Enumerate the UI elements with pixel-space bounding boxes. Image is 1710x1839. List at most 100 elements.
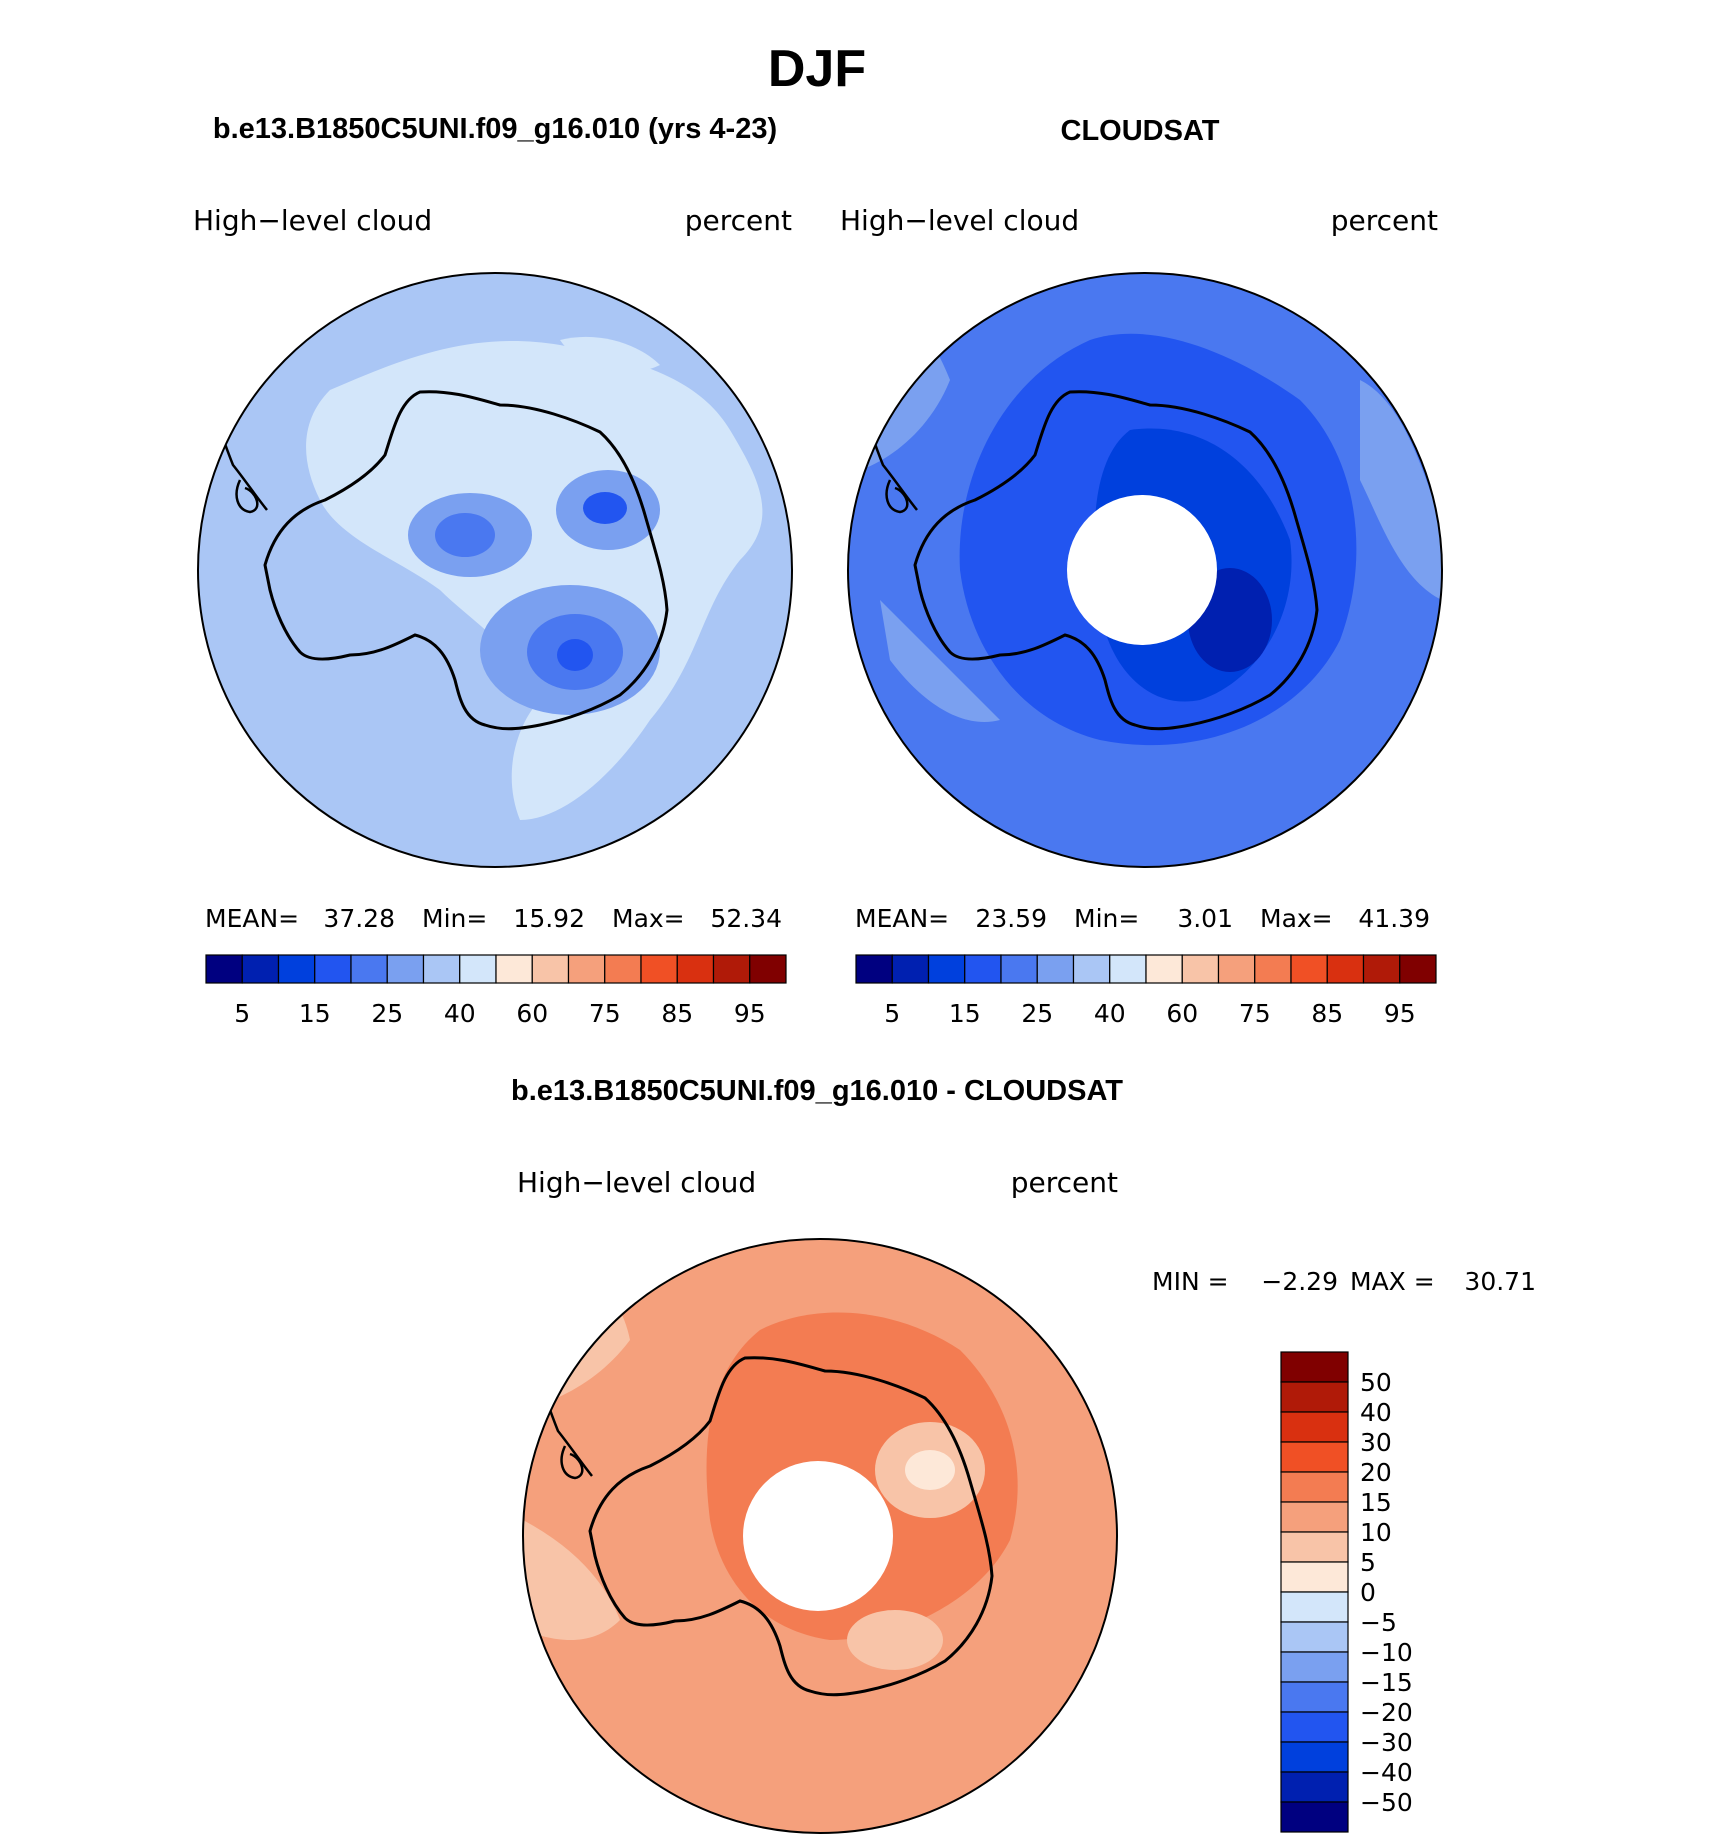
panel-1-colorbar-tick-label: 85	[661, 999, 693, 1028]
panel-1-colorbar-tick-label: 60	[516, 999, 548, 1028]
panel-1-colorbar-swatch	[640, 954, 678, 984]
panel-3-colorbar-swatch	[1280, 1681, 1349, 1713]
panel-3-colorbar-tick-label: 0	[1360, 1578, 1376, 1607]
panel-2-mean-label: MEAN=	[855, 904, 949, 933]
panel-1-colorbar-swatch	[749, 954, 787, 984]
panel-1-colorbar-tick-label: 5	[234, 999, 250, 1028]
panel-1-colorbar-swatch	[350, 954, 388, 984]
panel-1-region-light	[306, 341, 763, 820]
panel-2-mean-value: 23.59	[975, 904, 1047, 933]
panel-3-colorbar-swatch	[1280, 1471, 1349, 1503]
panel-2-min-label: Min=	[1074, 904, 1139, 933]
panel-3-map	[522, 1238, 1118, 1834]
panel-2-colorbar-tick-label: 60	[1166, 999, 1198, 1028]
panel-3-colorbar-tick-label: −5	[1360, 1608, 1397, 1637]
panel-3-colorbar-swatch	[1280, 1801, 1349, 1833]
panel-3-colorbar-swatch	[1280, 1741, 1349, 1773]
panel-3-colorbar-swatch	[1280, 1711, 1349, 1743]
panel-2-colorbar-swatch	[1145, 954, 1183, 984]
panel-1-colorbar-swatch	[205, 954, 243, 984]
panel-3-colorbar-tick-label: 50	[1360, 1368, 1392, 1397]
panel-1-colorbar-tick-label: 95	[734, 999, 766, 1028]
panel-3-colorbar-swatch	[1280, 1501, 1349, 1533]
panel-3-colorbar-swatch	[1280, 1411, 1349, 1443]
panel-2-missing-data	[1067, 495, 1217, 645]
panel-3-colorbar-tick-label: 5	[1360, 1548, 1376, 1577]
panel-1-region-strong-4	[557, 639, 593, 671]
panel-2-colorbar-swatch	[927, 954, 966, 984]
panel-3-stats: MIN = −2.29 MAX = 30.71	[1152, 1267, 1536, 1296]
panel-1-map-border	[197, 272, 793, 868]
panel-1-map	[197, 272, 793, 868]
panel-1-region-strong-1	[435, 513, 495, 557]
panel-1-colorbar-swatch	[241, 954, 280, 984]
panel-2-units: percent	[1331, 204, 1438, 237]
panel-3-max-value: 30.71	[1464, 1267, 1536, 1296]
panel-1-colorbar-swatch	[712, 954, 751, 984]
panel-2-colorbar-tick-label: 15	[949, 999, 981, 1028]
panel-3-region-light-5	[847, 1610, 943, 1670]
panel-3-colorbar-swatch	[1280, 1531, 1349, 1563]
panel-1-units: percent	[685, 204, 792, 237]
panel-3-region-light-2	[523, 1520, 620, 1640]
panel-2-colorbar-tick-label: 85	[1311, 999, 1343, 1028]
panel-3-colorbar-tick-label: 20	[1360, 1458, 1392, 1487]
panel-2-colorbar-swatch	[1109, 954, 1147, 984]
panel-1-colorbar-swatch	[495, 954, 533, 984]
panel-3-max-label: MAX =	[1350, 1267, 1435, 1296]
panel-3-colorbar-tick-label: −15	[1360, 1668, 1413, 1697]
panel-3-colorbar-tick-label: −40	[1360, 1758, 1413, 1787]
panel-2-title: CLOUDSAT	[1061, 115, 1220, 147]
panel-3-colorbar-swatch	[1280, 1651, 1349, 1683]
panel-1-min-label: Min=	[422, 904, 487, 933]
panel-3-colorbar-swatch	[1280, 1381, 1349, 1413]
panel-2-colorbar-tick-label: 40	[1094, 999, 1126, 1028]
panel-2-max-value: 41.39	[1358, 904, 1430, 933]
panel-1-colorbar: 5 15 25 40 60 75 85 95	[205, 954, 787, 1028]
panel-3-colorbar-tick-label: 15	[1360, 1488, 1392, 1517]
panel-2-colorbar-swatch	[1399, 954, 1437, 984]
panel-2-region-light-3	[880, 600, 1000, 722]
panel-3-min-label: MIN =	[1152, 1267, 1229, 1296]
panel-3-colorbar-swatch	[1280, 1441, 1349, 1473]
panel-3-missing-data	[743, 1461, 893, 1611]
panel-3-colorbar-swatch	[1280, 1621, 1349, 1653]
panel-1-colorbar-swatch	[459, 954, 497, 984]
panel-2-region-light-2	[1360, 380, 1442, 600]
panel-2-colorbar-tick-label: 25	[1021, 999, 1053, 1028]
panel-1-colorbar-swatch	[386, 954, 425, 984]
panel-3-colorbar-swatch	[1280, 1591, 1349, 1623]
panel-2-colorbar-swatch	[1326, 954, 1365, 984]
panel-1-mean-label: MEAN=	[205, 904, 299, 933]
panel-1-colorbar-swatch	[567, 954, 606, 984]
panel-2-colorbar: 5 15 25 40 60 75 85 95	[855, 954, 1437, 1028]
panel-1-colorbar-tick-label: 15	[299, 999, 331, 1028]
panel-2-stats: MEAN= 23.59 Min= 3.01 Max= 41.39	[855, 904, 1430, 933]
panel-2-colorbar-swatch	[1254, 954, 1292, 984]
panel-2-colorbar-swatch	[964, 954, 1002, 984]
panel-2-colorbar-swatch	[1072, 954, 1111, 984]
panel-3-colorbar-tick-label: −20	[1360, 1698, 1413, 1727]
panel-3-region-lightest	[905, 1450, 955, 1490]
panel-2-variable: High−level cloud	[840, 204, 1079, 237]
panel-2-min-value: 3.01	[1177, 904, 1233, 933]
panel-1-colorbar-swatch	[314, 954, 352, 984]
panel-1-colorbar-tick-label: 25	[371, 999, 403, 1028]
panel-2-colorbar-swatch	[1181, 954, 1220, 984]
panel-2-colorbar-swatch	[1217, 954, 1256, 984]
panel-3-min-value: −2.29	[1261, 1267, 1338, 1296]
panel-3-colorbar-swatch	[1280, 1771, 1349, 1803]
panel-3-colorbar-swatch	[1280, 1351, 1349, 1383]
panel-2-colorbar-tick-label: 95	[1384, 999, 1416, 1028]
panel-1-region-light-2	[560, 336, 660, 372]
panel-2-colorbar-swatch	[1362, 954, 1401, 984]
panel-2-max-label: Max=	[1260, 904, 1333, 933]
panel-1-max-value: 52.34	[710, 904, 782, 933]
panel-3-title: b.e13.B1850C5UNI.f09_g16.010 - CLOUDSAT	[511, 1075, 1123, 1107]
panel-2-colorbar-swatch	[855, 954, 893, 984]
panel-1-region-strong-2	[583, 492, 627, 524]
panel-3-colorbar-tick-label: −30	[1360, 1728, 1413, 1757]
panel-1-max-label: Max=	[612, 904, 685, 933]
panel-2-colorbar-swatch	[1000, 954, 1038, 984]
